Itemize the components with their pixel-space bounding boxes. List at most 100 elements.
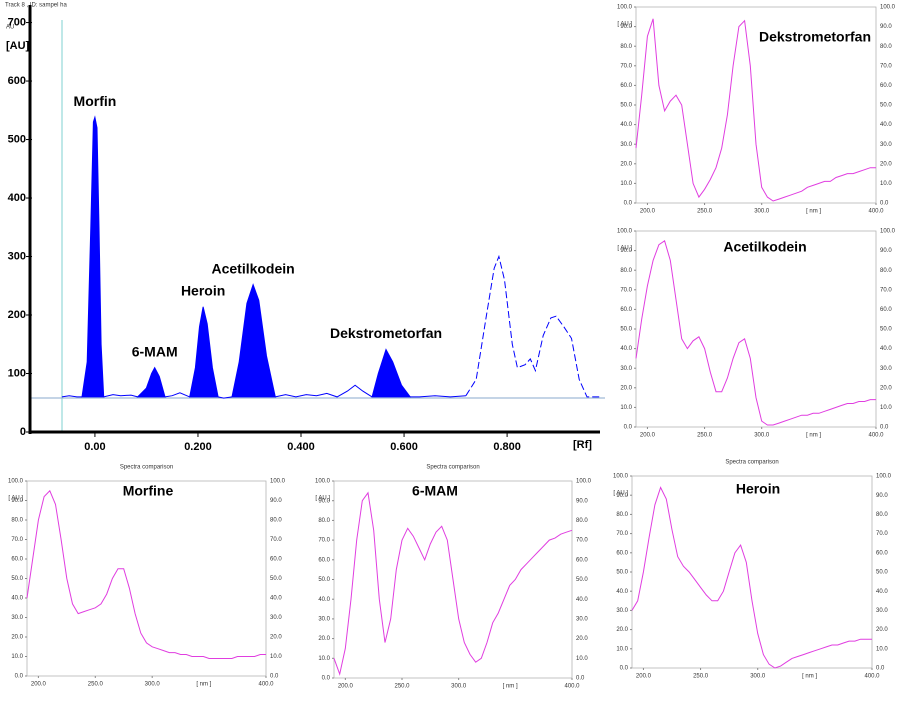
- y-axis-label: [ AU ]: [613, 491, 628, 497]
- trace-line: [61, 384, 466, 399]
- x-tick-label: 400.0: [864, 674, 880, 680]
- y-tick-label: 80.0: [11, 518, 23, 524]
- x-axis-label: [ nm ]: [806, 209, 821, 215]
- y2-tick-label: 30.0: [576, 616, 588, 622]
- y-tick-label: 20.0: [620, 385, 632, 391]
- x-tick-label: 400.0: [564, 684, 580, 690]
- x-tick-label: 250.0: [697, 433, 713, 439]
- y-tick-label: 0.0: [15, 674, 24, 680]
- y-tick-label: 30.0: [11, 615, 23, 621]
- y2-tick-label: 60.0: [876, 550, 888, 556]
- y2-tick-label: 60.0: [270, 557, 282, 563]
- x-tick-label: 0.200: [184, 441, 212, 453]
- x-tick-label: 300.0: [451, 684, 467, 690]
- y2-tick-label: 0.0: [270, 674, 279, 680]
- y-tick-label: 40.0: [318, 597, 330, 603]
- x-tick-label: 200.0: [31, 682, 47, 688]
- y-tick-label: 90.0: [616, 493, 628, 499]
- y2-tick-label: 20.0: [576, 636, 588, 642]
- x-axis-label: [ nm ]: [802, 674, 817, 680]
- y-tick-label: 40.0: [620, 346, 632, 352]
- y-tick-label: 10.0: [616, 646, 628, 652]
- y2-tick-label: 100.0: [876, 474, 892, 480]
- chart-title: Morfine: [123, 483, 174, 499]
- plot-frame: [631, 475, 873, 669]
- y-tick-label: 40.0: [616, 589, 628, 595]
- y2-tick-label: 90.0: [576, 498, 588, 504]
- y2-tick-label: 30.0: [876, 608, 888, 614]
- y-tick-label: 90.0: [11, 498, 23, 504]
- y2-tick-label: 80.0: [270, 518, 282, 524]
- y2-tick-label: 70.0: [880, 63, 892, 69]
- x-tick-label: 200.0: [338, 684, 354, 690]
- y-tick-label: 60.0: [620, 83, 632, 89]
- y-tick-label: 200: [8, 309, 26, 321]
- spectrum-line: [333, 491, 573, 676]
- y-tick-label: 80.0: [318, 518, 330, 524]
- y2-tick-label: 90.0: [876, 493, 888, 499]
- x-tick-label: 200.0: [640, 433, 656, 439]
- y2-tick-label: 80.0: [576, 518, 588, 524]
- x-tick-label: 250.0: [697, 209, 713, 215]
- y2-tick-label: 30.0: [270, 615, 282, 621]
- chart-subtitle: Spectra comparison: [120, 465, 173, 471]
- y-tick-label: 100.0: [617, 229, 633, 235]
- y-tick-label: 50.0: [616, 570, 628, 576]
- y-tick-label: 80.0: [616, 512, 628, 518]
- y2-tick-label: 100.0: [880, 229, 896, 235]
- chart-title: 6-MAM: [412, 483, 458, 499]
- y-tick-label: 30.0: [620, 142, 632, 148]
- x-axis-label: [Rf]: [573, 439, 592, 451]
- y2-tick-label: 40.0: [576, 597, 588, 603]
- y2-tick-label: 30.0: [880, 366, 892, 372]
- y-tick-label: 60.0: [616, 550, 628, 556]
- y-tick-label: 100.0: [613, 474, 629, 480]
- chart-title: Heroin: [736, 481, 780, 497]
- y2-tick-label: 40.0: [880, 346, 892, 352]
- y-tick-label: 20.0: [620, 161, 632, 167]
- y-tick-label: 30.0: [318, 616, 330, 622]
- y-tick-label: 50.0: [620, 327, 632, 333]
- y2-tick-label: 0.0: [876, 666, 885, 672]
- x-tick-label: 0.400: [287, 441, 315, 453]
- y-axis-label: [ AU ]: [617, 22, 632, 28]
- x-tick-label: 250.0: [394, 684, 410, 690]
- x-tick-label: 0.600: [390, 441, 418, 453]
- x-axis-label: [ nm ]: [503, 684, 518, 690]
- y2-tick-label: 50.0: [880, 103, 892, 109]
- peak-label: Dekstrometorfan: [330, 325, 442, 341]
- plot-frame: [26, 480, 267, 677]
- peak-label: Acetilkodein: [211, 260, 294, 276]
- y-tick-label: 40.0: [11, 596, 23, 602]
- x-tick-label: 300.0: [754, 209, 770, 215]
- x-tick-label: 400.0: [868, 209, 884, 215]
- y-tick-label: 400: [8, 192, 26, 204]
- y-tick-label: 20.0: [616, 627, 628, 633]
- y2-tick-label: 10.0: [876, 646, 888, 652]
- y2-tick-label: 70.0: [880, 287, 892, 293]
- y2-tick-label: 10.0: [880, 405, 892, 411]
- y2-tick-label: 20.0: [270, 635, 282, 641]
- x-tick-label: 300.0: [754, 433, 770, 439]
- y-tick-label: 50.0: [318, 577, 330, 583]
- y2-tick-label: 90.0: [880, 24, 892, 30]
- y2-tick-label: 50.0: [270, 576, 282, 582]
- y2-tick-label: 90.0: [880, 248, 892, 254]
- peak-label: Morfin: [74, 93, 117, 109]
- x-tick-label: 250.0: [88, 682, 104, 688]
- y-tick-label: 10.0: [620, 405, 632, 411]
- trace-line: [465, 254, 600, 398]
- y2-tick-label: 100.0: [576, 479, 592, 485]
- y2-tick-label: 100.0: [270, 479, 286, 485]
- x-tick-label: 200.0: [636, 674, 652, 680]
- y-axis-label: [ AU ]: [8, 496, 23, 502]
- y-tick-label: 40.0: [620, 122, 632, 128]
- x-tick-label: 0.800: [493, 441, 521, 453]
- y2-tick-label: 10.0: [880, 181, 892, 187]
- spectrum-line: [26, 489, 266, 659]
- chart-subtitle: Spectra comparison: [426, 465, 479, 471]
- y-tick-label: 60.0: [318, 557, 330, 563]
- y2-tick-label: 60.0: [880, 83, 892, 89]
- y-tick-label: 100.0: [8, 479, 24, 485]
- spectrum-line: [631, 486, 872, 669]
